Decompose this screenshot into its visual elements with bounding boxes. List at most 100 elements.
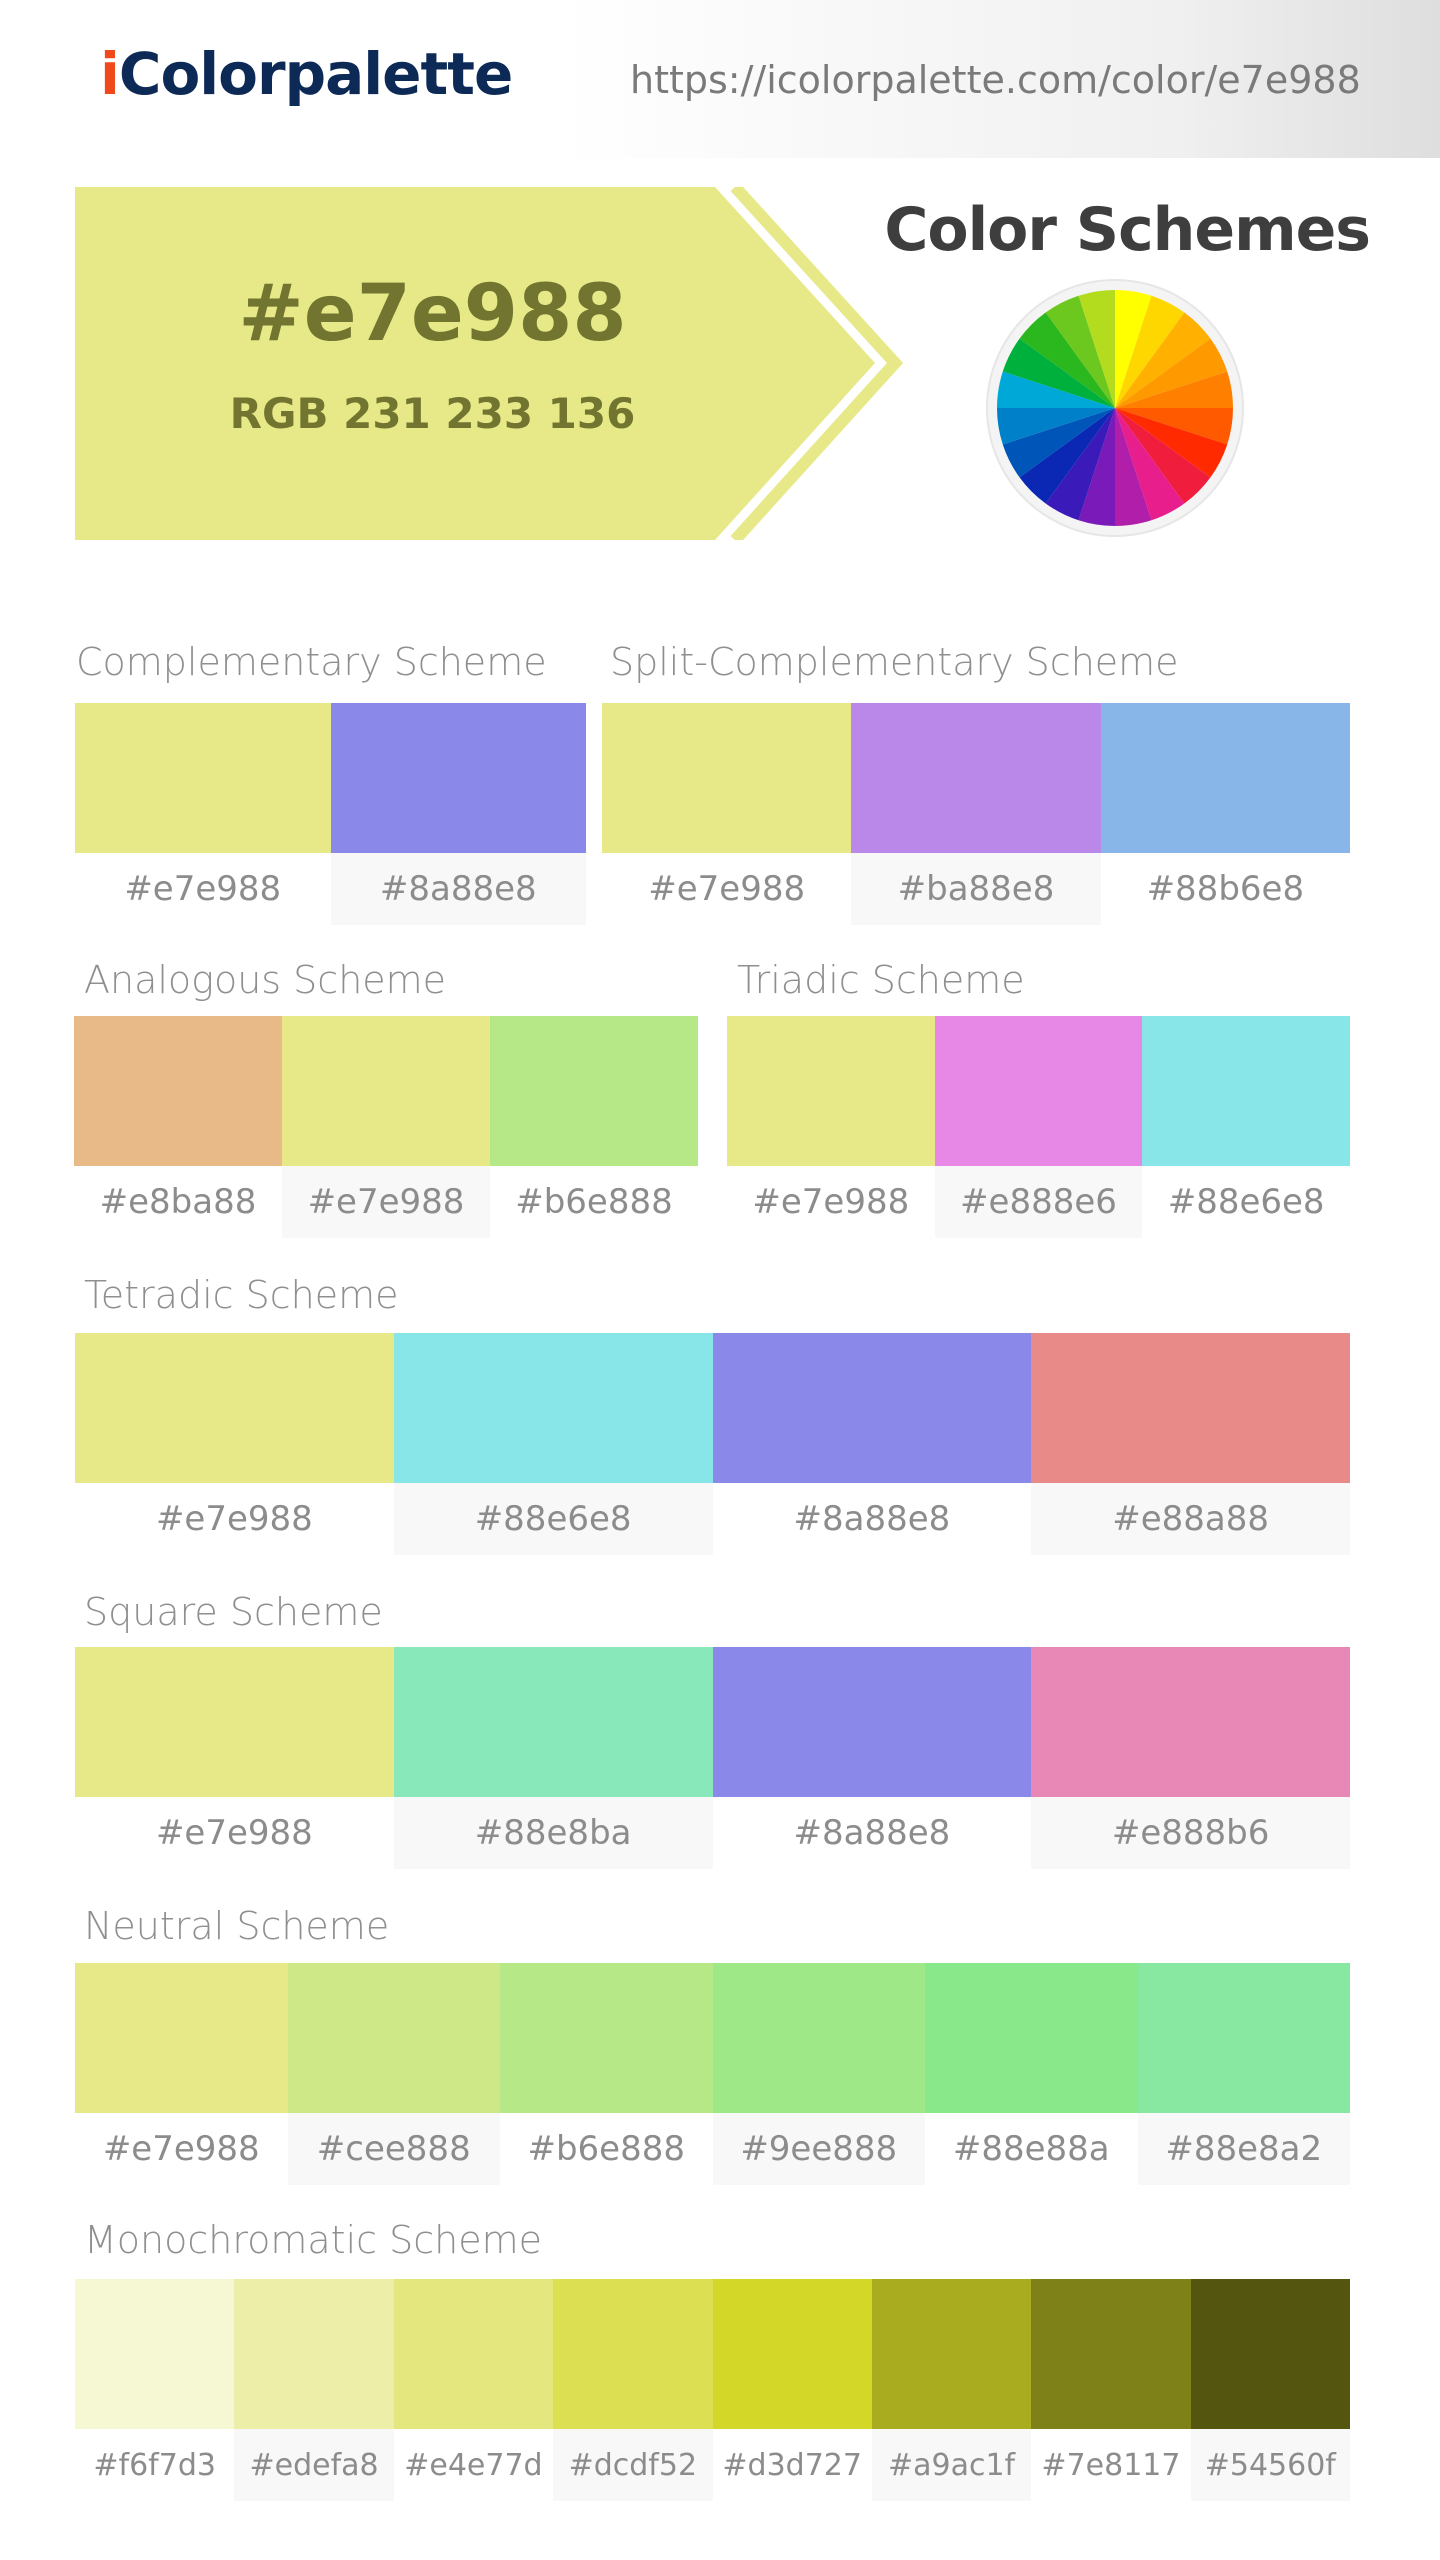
color-swatch-cell[interactable]: #9ee888 (712, 1963, 925, 2185)
color-swatch[interactable] (1190, 2279, 1350, 2429)
color-swatch-cell[interactable]: #cee888 (287, 1963, 500, 2185)
color-swatch[interactable] (1031, 1333, 1350, 1483)
color-swatch[interactable] (234, 2279, 394, 2429)
color-swatch-cell[interactable]: #e4e77d (393, 2279, 554, 2501)
color-hex-label[interactable]: #e7e988 (155, 1499, 313, 1539)
color-swatch-cell[interactable]: #8a88e8 (712, 1647, 1032, 1869)
color-swatch[interactable] (393, 1333, 713, 1483)
color-swatch-cell[interactable]: #e7e988 (282, 1016, 490, 1238)
color-hex-label[interactable]: #e7e988 (124, 869, 282, 909)
color-hex-label[interactable]: #f6f7d3 (93, 2447, 216, 2483)
color-hex-label[interactable]: #ba88e8 (851, 853, 1101, 925)
color-swatch-cell[interactable]: #ba88e8 (851, 703, 1101, 925)
color-swatch[interactable] (393, 2279, 554, 2429)
color-hex-label[interactable]: #e7e988 (155, 1813, 313, 1853)
color-swatch[interactable] (75, 2279, 235, 2429)
color-swatch[interactable] (1031, 2279, 1191, 2429)
color-swatch-cell[interactable]: #edefa8 (234, 2279, 394, 2501)
color-swatch-cell[interactable]: #e8ba88 (74, 1016, 282, 1238)
color-hex-label[interactable]: #edefa8 (234, 2429, 394, 2501)
site-logo[interactable]: iColorpalette (100, 40, 513, 108)
color-swatch-cell[interactable]: #88e6e8 (1142, 1016, 1350, 1238)
color-swatch-cell[interactable]: #88e6e8 (393, 1333, 713, 1555)
color-hex-label[interactable]: #54560f (1190, 2429, 1350, 2501)
color-hex-label[interactable]: #7e8117 (1041, 2447, 1181, 2483)
color-swatch[interactable] (925, 1963, 1138, 2113)
color-hex-label[interactable]: #dcdf52 (553, 2429, 713, 2501)
color-hex-label[interactable]: #8a88e8 (330, 853, 586, 925)
color-swatch[interactable] (553, 2279, 713, 2429)
color-swatch-cell[interactable]: #b6e888 (500, 1963, 713, 2185)
color-hex-label[interactable]: #e888b6 (1031, 1797, 1350, 1869)
color-hex-label[interactable]: #88e6e8 (1167, 1182, 1325, 1222)
color-hex-label[interactable]: #e4e77d (404, 2447, 543, 2483)
color-swatch[interactable] (1137, 1963, 1350, 2113)
color-swatch-cell[interactable]: #88e8ba (393, 1647, 713, 1869)
color-swatch-cell[interactable]: #e7e988 (727, 1016, 935, 1238)
color-swatch[interactable] (282, 1016, 490, 1166)
color-swatch[interactable] (727, 1016, 935, 1166)
color-swatch-cell[interactable]: #dcdf52 (553, 2279, 713, 2501)
color-swatch[interactable] (871, 2279, 1032, 2429)
color-swatch-cell[interactable]: #e888b6 (1031, 1647, 1350, 1869)
color-swatch[interactable] (1142, 1016, 1350, 1166)
color-swatch-cell[interactable]: #88e88a (925, 1963, 1138, 2185)
color-swatch-cell[interactable]: #88e8a2 (1137, 1963, 1350, 2185)
color-swatch[interactable] (500, 1963, 713, 2113)
color-swatch-cell[interactable]: #e88a88 (1031, 1333, 1350, 1555)
color-swatch-cell[interactable]: #e7e988 (75, 1333, 394, 1555)
color-swatch[interactable] (851, 703, 1101, 853)
color-swatch-cell[interactable]: #e7e988 (75, 703, 331, 925)
color-swatch[interactable] (75, 1647, 394, 1797)
color-hex-label[interactable]: #88e8ba (393, 1797, 713, 1869)
color-hex-label[interactable]: #e7e988 (752, 1182, 910, 1222)
color-hex-label[interactable]: #b6e888 (515, 1182, 673, 1222)
color-hex-label[interactable]: #e88a88 (1031, 1483, 1350, 1555)
color-swatch-cell[interactable]: #e7e988 (75, 1963, 288, 2185)
color-swatch[interactable] (712, 2279, 872, 2429)
color-swatch[interactable] (1031, 1647, 1350, 1797)
color-hex-label[interactable]: #8a88e8 (793, 1499, 951, 1539)
color-swatch-cell[interactable]: #e7e988 (75, 1647, 394, 1869)
color-swatch[interactable] (490, 1016, 698, 1166)
color-swatch[interactable] (287, 1963, 500, 2113)
color-hex-label[interactable]: #d3d727 (722, 2447, 862, 2483)
color-swatch[interactable] (712, 1963, 925, 2113)
color-hex-label[interactable]: #8a88e8 (793, 1813, 951, 1853)
color-hex-label[interactable]: #9ee888 (712, 2113, 925, 2185)
color-swatch-cell[interactable]: #e888e6 (934, 1016, 1143, 1238)
color-swatch[interactable] (934, 1016, 1143, 1166)
color-hex-label[interactable]: #88b6e8 (1146, 869, 1305, 909)
color-swatch[interactable] (330, 703, 586, 853)
color-hex-label[interactable]: #e8ba88 (99, 1182, 257, 1222)
color-swatch[interactable] (393, 1647, 713, 1797)
color-swatch-cell[interactable]: #e7e988 (602, 703, 852, 925)
color-swatch-cell[interactable]: #7e8117 (1031, 2279, 1191, 2501)
color-swatch-cell[interactable]: #b6e888 (490, 1016, 698, 1238)
color-swatch[interactable] (75, 703, 331, 853)
color-swatch-cell[interactable]: #54560f (1190, 2279, 1350, 2501)
color-swatch[interactable] (75, 1333, 394, 1483)
color-hex-label[interactable]: #a9ac1f (871, 2429, 1032, 2501)
color-swatch-cell[interactable]: #88b6e8 (1100, 703, 1350, 925)
color-swatch-cell[interactable]: #8a88e8 (712, 1333, 1032, 1555)
color-hex-label[interactable]: #e7e988 (102, 2129, 260, 2169)
color-swatch-cell[interactable]: #8a88e8 (330, 703, 586, 925)
color-swatch-cell[interactable]: #a9ac1f (871, 2279, 1032, 2501)
color-hex-label[interactable]: #e888e6 (934, 1166, 1143, 1238)
color-hex-label[interactable]: #e7e988 (282, 1166, 490, 1238)
color-hex-label[interactable]: #88e8a2 (1137, 2113, 1350, 2185)
color-hex-label[interactable]: #88e6e8 (393, 1483, 713, 1555)
color-swatch[interactable] (75, 1963, 288, 2113)
color-hex-label[interactable]: #cee888 (287, 2113, 500, 2185)
color-swatch[interactable] (1100, 703, 1350, 853)
color-hex-label[interactable]: #88e88a (952, 2129, 1110, 2169)
color-hex-label[interactable]: #b6e888 (527, 2129, 685, 2169)
color-swatch-cell[interactable]: #d3d727 (712, 2279, 872, 2501)
color-swatch[interactable] (712, 1333, 1032, 1483)
color-swatch-cell[interactable]: #f6f7d3 (75, 2279, 235, 2501)
color-swatch[interactable] (712, 1647, 1032, 1797)
color-swatch[interactable] (602, 703, 852, 853)
color-swatch[interactable] (74, 1016, 282, 1166)
color-hex-label[interactable]: #e7e988 (648, 869, 806, 909)
